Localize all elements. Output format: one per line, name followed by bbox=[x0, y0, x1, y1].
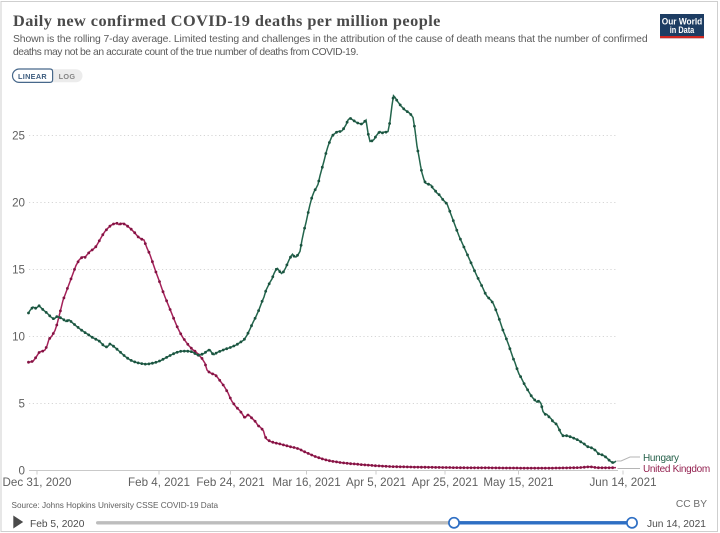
svg-text:United Kingdom: United Kingdom bbox=[643, 464, 710, 475]
svg-text:in Data: in Data bbox=[670, 25, 695, 35]
svg-text:Feb 4, 2021: Feb 4, 2021 bbox=[128, 476, 190, 489]
svg-text:25: 25 bbox=[12, 130, 25, 143]
svg-text:Feb 5, 2020: Feb 5, 2020 bbox=[30, 519, 85, 530]
svg-text:May 15, 2021: May 15, 2021 bbox=[483, 476, 553, 489]
svg-text:Jun 14, 2021: Jun 14, 2021 bbox=[589, 476, 656, 489]
svg-text:CC BY: CC BY bbox=[676, 499, 707, 510]
svg-text:LINEAR: LINEAR bbox=[18, 72, 47, 81]
svg-text:LOG: LOG bbox=[59, 72, 76, 81]
svg-text:Mar 16, 2021: Mar 16, 2021 bbox=[272, 476, 340, 489]
svg-text:Apr 5, 2021: Apr 5, 2021 bbox=[346, 476, 406, 489]
svg-text:Apr 25, 2021: Apr 25, 2021 bbox=[412, 476, 478, 489]
svg-text:Hungary: Hungary bbox=[643, 453, 679, 464]
svg-text:20: 20 bbox=[12, 197, 25, 210]
svg-text:Source: Johns Hopkins Universi: Source: Johns Hopkins University CSSE CO… bbox=[12, 501, 219, 510]
svg-text:5: 5 bbox=[19, 398, 25, 411]
svg-text:Dec 31, 2020: Dec 31, 2020 bbox=[3, 476, 72, 489]
svg-text:Our World: Our World bbox=[662, 16, 703, 26]
svg-text:Jun 14, 2021: Jun 14, 2021 bbox=[647, 519, 706, 530]
svg-text:Feb 24, 2021: Feb 24, 2021 bbox=[196, 476, 264, 489]
svg-text:Shown is the rolling 7-day ave: Shown is the rolling 7-day average. Limi… bbox=[13, 34, 648, 45]
svg-text:15: 15 bbox=[12, 264, 25, 277]
svg-text:10: 10 bbox=[12, 331, 25, 344]
svg-text:0: 0 bbox=[19, 465, 25, 478]
svg-text:deaths may not be an accurate: deaths may not be an accurate count of t… bbox=[13, 47, 358, 58]
svg-text:Daily new confirmed COVID-19 d: Daily new confirmed COVID-19 deaths per … bbox=[13, 11, 441, 30]
